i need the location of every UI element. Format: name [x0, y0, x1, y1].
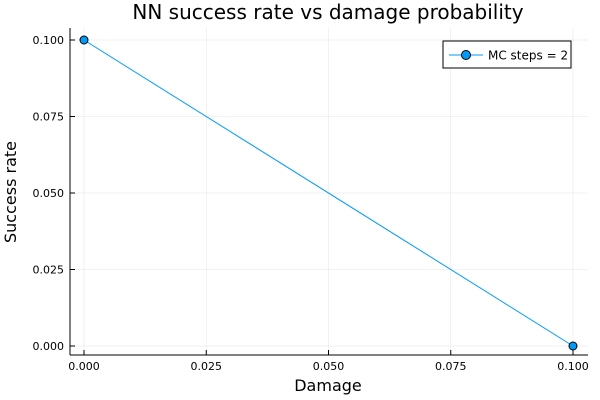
series: [79, 35, 578, 351]
x-axis-label: Damage: [294, 376, 362, 395]
y-tick-label: 0.100: [33, 34, 65, 47]
chart-title: NN success rate vs damage probability: [132, 0, 523, 24]
ticks: 0.000 0.025 0.050 0.075 0.100 0.000 0.025 0.050…: [33, 34, 589, 373]
x-tick-label: 0.025: [191, 360, 223, 373]
y-tick-label: 0.025: [33, 264, 65, 277]
grid: [70, 28, 588, 355]
x-tick-label: 0.075: [435, 360, 467, 373]
y-tick-label: 0.000: [33, 340, 65, 353]
y-axis-label: Success rate: [1, 141, 20, 243]
x-tick-label: 0.000: [68, 360, 100, 373]
data-point: [79, 35, 89, 45]
y-tick-label: 0.050: [33, 187, 65, 200]
legend-marker: [461, 50, 471, 60]
x-tick-label: 0.100: [557, 360, 589, 373]
legend: MC steps = 2: [442, 40, 572, 69]
series-line: [83, 39, 574, 347]
axes: [69, 28, 588, 356]
data-point: [568, 341, 578, 351]
y-tick-label: 0.075: [33, 111, 65, 124]
legend-label: MC steps = 2: [488, 49, 568, 63]
x-tick-label: 0.050: [313, 360, 345, 373]
